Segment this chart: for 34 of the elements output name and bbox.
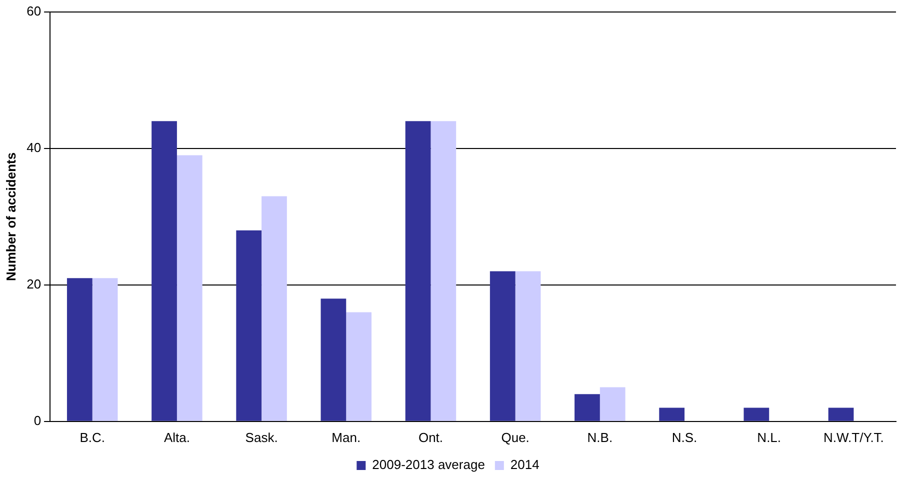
x-tick-label: N.W.T/Y.T. bbox=[823, 430, 884, 445]
bar bbox=[236, 230, 262, 421]
bar bbox=[405, 121, 431, 421]
y-axis-title: Number of accidents bbox=[3, 152, 18, 281]
x-tick-label: N.L. bbox=[757, 430, 782, 445]
y-tick-label: 0 bbox=[34, 412, 42, 428]
y-tick-label: 40 bbox=[26, 140, 42, 156]
bar bbox=[515, 271, 541, 421]
x-tick-label: Que. bbox=[501, 430, 530, 445]
bar bbox=[152, 121, 177, 421]
bar bbox=[346, 312, 372, 421]
legend-label: 2009-2013 average bbox=[372, 457, 485, 472]
x-tick-label: N.S. bbox=[672, 430, 698, 445]
bar bbox=[828, 408, 854, 421]
bar bbox=[600, 387, 626, 421]
bar bbox=[262, 196, 287, 421]
bar bbox=[430, 121, 456, 421]
x-tick-label: B.C. bbox=[80, 430, 106, 445]
bar bbox=[744, 408, 770, 421]
x-tick-label: Ont. bbox=[418, 430, 444, 445]
bar bbox=[659, 408, 685, 421]
x-tick-label: Sask. bbox=[245, 430, 278, 445]
x-tick-label: N.B. bbox=[587, 430, 613, 445]
bar bbox=[66, 278, 92, 421]
bar bbox=[490, 271, 516, 421]
x-tick-label: Alta. bbox=[164, 430, 190, 445]
bar bbox=[574, 394, 600, 421]
x-tick-label: Man. bbox=[332, 430, 361, 445]
y-tick-label: 60 bbox=[26, 4, 42, 19]
bar bbox=[176, 155, 202, 421]
y-tick-label: 20 bbox=[26, 276, 42, 292]
bar bbox=[320, 298, 346, 421]
legend-label: 2014 bbox=[510, 457, 540, 472]
bar bbox=[92, 278, 118, 421]
